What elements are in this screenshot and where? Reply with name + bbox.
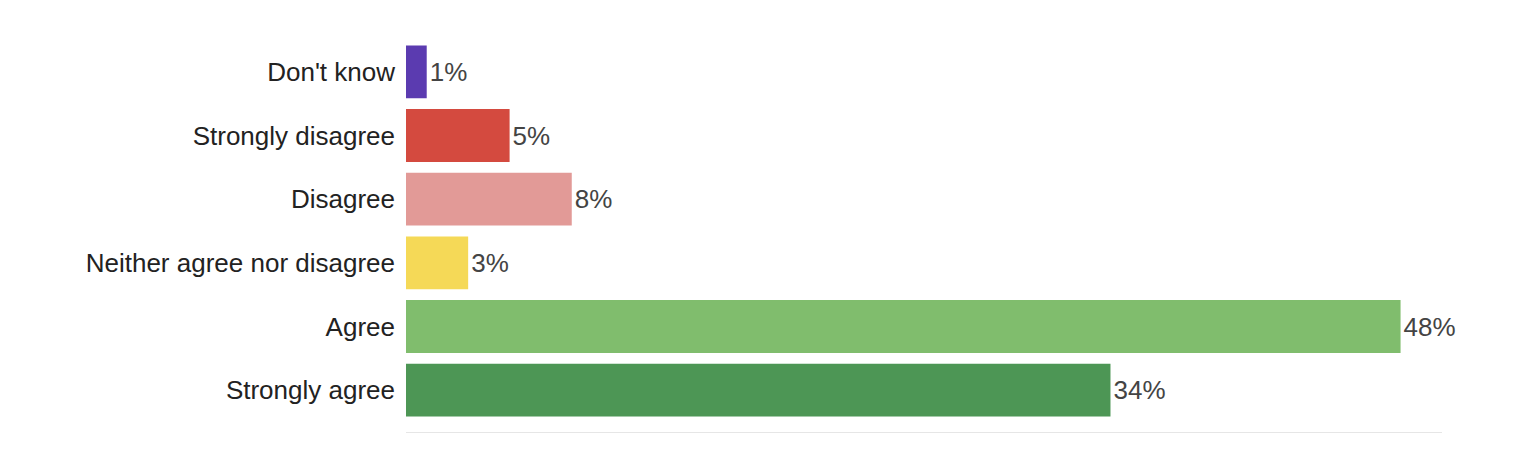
svg-text:Neither agree nor disagree: Neither agree nor disagree: [86, 248, 395, 278]
svg-text:Strongly disagree: Strongly disagree: [193, 121, 395, 151]
svg-text:Agree: Agree: [326, 312, 395, 342]
svg-text:Disagree: Disagree: [291, 184, 395, 214]
svg-text:1%: 1%: [430, 57, 468, 87]
svg-text:Don't know: Don't know: [267, 57, 395, 87]
svg-text:48%: 48%: [1404, 312, 1456, 342]
svg-text:3%: 3%: [471, 248, 509, 278]
svg-text:Strongly agree: Strongly agree: [226, 375, 395, 405]
svg-text:5%: 5%: [513, 121, 551, 151]
svg-text:8%: 8%: [575, 184, 613, 214]
svg-text:34%: 34%: [1113, 375, 1165, 405]
